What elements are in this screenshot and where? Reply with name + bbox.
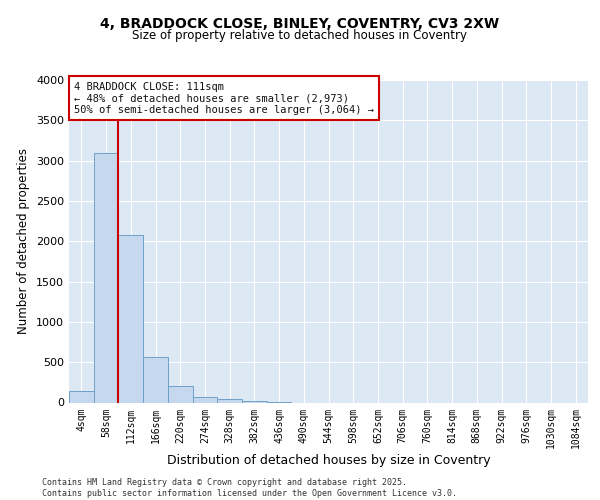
- Bar: [94, 152, 118, 402]
- Bar: [143, 356, 168, 403]
- Text: 4 BRADDOCK CLOSE: 111sqm
← 48% of detached houses are smaller (2,973)
50% of sem: 4 BRADDOCK CLOSE: 111sqm ← 48% of detach…: [74, 82, 374, 115]
- Text: 4, BRADDOCK CLOSE, BINLEY, COVENTRY, CV3 2XW: 4, BRADDOCK CLOSE, BINLEY, COVENTRY, CV3…: [100, 18, 500, 32]
- Text: Contains HM Land Registry data © Crown copyright and database right 2025.
Contai: Contains HM Land Registry data © Crown c…: [42, 478, 457, 498]
- Bar: [168, 386, 193, 402]
- Bar: [69, 391, 94, 402]
- Y-axis label: Number of detached properties: Number of detached properties: [17, 148, 31, 334]
- Bar: [193, 397, 217, 402]
- X-axis label: Distribution of detached houses by size in Coventry: Distribution of detached houses by size …: [167, 454, 490, 467]
- Bar: [118, 235, 143, 402]
- Text: Size of property relative to detached houses in Coventry: Size of property relative to detached ho…: [133, 29, 467, 42]
- Bar: [217, 400, 242, 402]
